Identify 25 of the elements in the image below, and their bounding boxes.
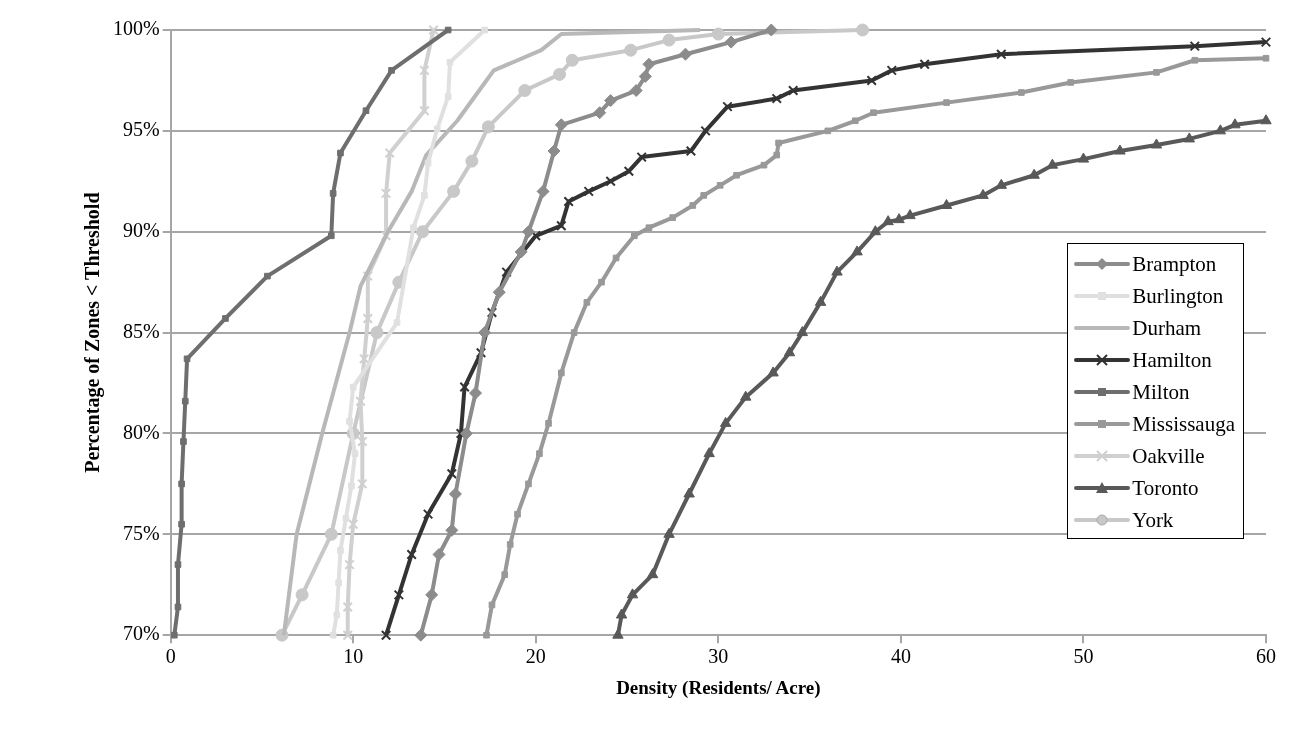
legend-label: Burlington (1132, 283, 1224, 309)
legend-label: Toronto (1132, 475, 1199, 501)
y-tick-label: 80% (122, 420, 160, 443)
y-tick-label: 85% (122, 319, 160, 342)
y-tick-label: 95% (122, 118, 160, 141)
legend-label: Oakville (1132, 443, 1205, 469)
y-tick-label: 75% (122, 521, 160, 544)
x-tick-label: 30 (708, 645, 729, 668)
y-tick-label: 100% (112, 17, 160, 40)
x-tick-label: 0 (165, 645, 176, 668)
y-axis-title: Percentage of Zones < Threshold (81, 192, 105, 473)
legend-label: Hamilton (1132, 347, 1212, 373)
legend-label: Brampton (1132, 251, 1217, 277)
legend-label: York (1132, 507, 1174, 533)
y-tick-label: 90% (122, 218, 160, 241)
x-axis-title: Density (Residents/ Acre) (616, 676, 821, 699)
x-tick-label: 20 (525, 645, 546, 668)
legend-label: Milton (1132, 379, 1190, 405)
x-tick-label: 50 (1073, 645, 1094, 668)
x-tick-label: 60 (1256, 645, 1276, 668)
x-tick-label: 40 (890, 645, 911, 668)
x-tick-label: 10 (343, 645, 364, 668)
legend-label: Mississauga (1132, 411, 1235, 437)
y-tick-label: 70% (122, 622, 160, 645)
legend-label: Durham (1132, 315, 1202, 341)
